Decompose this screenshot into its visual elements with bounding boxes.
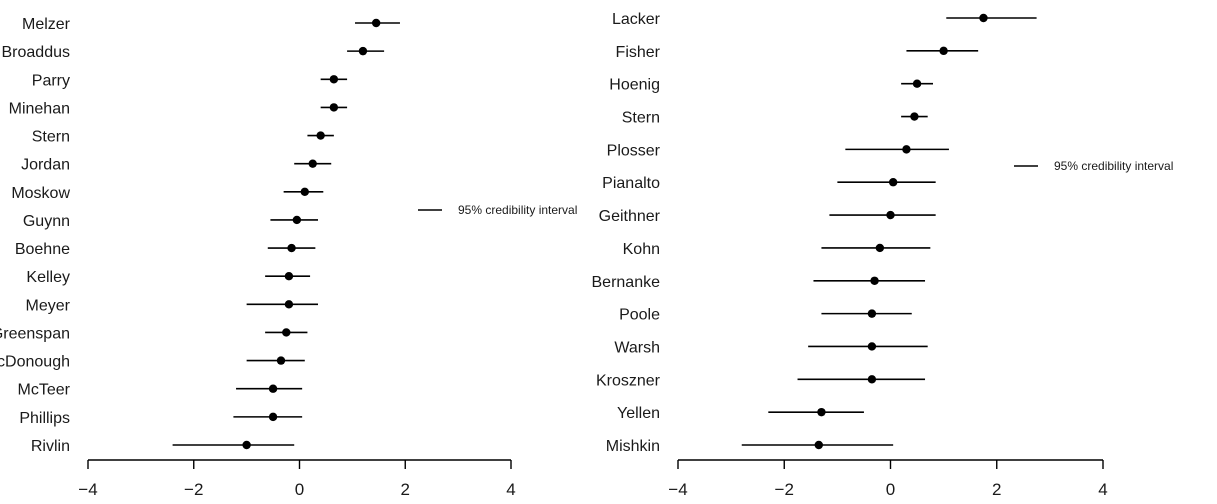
estimate-point — [282, 328, 291, 337]
row-label: Parry — [32, 72, 70, 89]
estimate-point — [910, 112, 919, 121]
row-label: Melzer — [22, 16, 71, 33]
row-label: Geithner — [599, 208, 661, 225]
row-label: Pianalto — [602, 175, 660, 192]
estimate-point — [870, 276, 879, 285]
row-label: Rivlin — [31, 438, 70, 455]
row-label: Bernanke — [592, 274, 661, 291]
estimate-point — [308, 159, 317, 168]
estimate-point — [268, 384, 278, 393]
x-tick-label: −2 — [184, 480, 203, 499]
estimate-point — [371, 18, 381, 28]
estimate-point — [284, 300, 294, 309]
row-label: Lacker — [612, 11, 661, 28]
estimate-point — [268, 412, 278, 422]
estimate-point — [292, 215, 302, 225]
estimate-point — [979, 13, 988, 23]
estimate-point — [867, 342, 877, 351]
row-label: Meyer — [26, 297, 71, 314]
row-label: Fisher — [616, 44, 661, 61]
row-label: Jordan — [21, 157, 70, 174]
row-label: McTeer — [18, 382, 71, 399]
x-tick-label: 0 — [295, 480, 304, 499]
estimate-point — [867, 309, 877, 318]
row-label: Phillips — [19, 410, 70, 427]
x-tick-label: 4 — [506, 480, 515, 499]
row-label: Kohn — [623, 241, 660, 258]
row-label: Yellen — [617, 405, 660, 422]
row-label: Greenspan — [0, 325, 70, 342]
estimate-point — [284, 272, 294, 281]
estimate-point — [276, 356, 286, 365]
legend-label: 95% credibility interval — [458, 203, 577, 217]
estimate-point — [316, 131, 325, 140]
left-panel: Melzer Broaddus Parry Minehan Stern Jordan Mos… — [0, 16, 577, 499]
right-panel: Lacker Fisher Hoenig Stern Plosser Pianalto Ge… — [592, 11, 1174, 499]
x-tick-label: 0 — [886, 480, 895, 499]
row-label: Warsh — [614, 339, 660, 356]
row-label: Mishkin — [606, 438, 660, 455]
row-label: Kroszner — [596, 372, 661, 389]
row-label: Poole — [619, 307, 660, 324]
estimate-point — [814, 440, 823, 450]
row-label: Kelley — [26, 269, 70, 286]
estimate-point — [242, 440, 251, 450]
estimate-point — [867, 375, 877, 384]
estimate-point — [817, 407, 826, 417]
estimate-point — [287, 243, 296, 253]
row-label: Stern — [622, 110, 660, 127]
estimate-point — [886, 210, 895, 220]
row-label: Minehan — [9, 100, 70, 117]
x-tick-label: 2 — [401, 480, 410, 499]
x-tick-label: −2 — [775, 480, 794, 499]
estimate-point — [329, 103, 339, 112]
x-tick-label: 2 — [992, 480, 1001, 499]
row-label: Broaddus — [2, 44, 71, 61]
estimate-point — [875, 243, 885, 253]
row-label: Guynn — [23, 213, 70, 230]
row-label: Hoenig — [609, 77, 660, 94]
row-label: McDonough — [0, 354, 70, 371]
estimate-point — [939, 46, 948, 56]
legend-label: 95% credibility interval — [1054, 159, 1173, 173]
estimate-point — [912, 79, 922, 88]
estimate-point — [888, 178, 898, 187]
estimate-point — [300, 187, 309, 196]
x-tick-label: −4 — [668, 480, 687, 499]
x-tick-label: 4 — [1098, 480, 1107, 499]
estimate-point — [902, 145, 911, 154]
x-tick-label: −4 — [78, 480, 97, 499]
row-label: Boehne — [15, 241, 70, 258]
estimate-point — [358, 46, 368, 56]
estimate-point — [329, 75, 339, 84]
row-label: Moskow — [11, 185, 70, 202]
row-label: Stern — [32, 129, 70, 146]
row-label: Plosser — [607, 142, 661, 159]
